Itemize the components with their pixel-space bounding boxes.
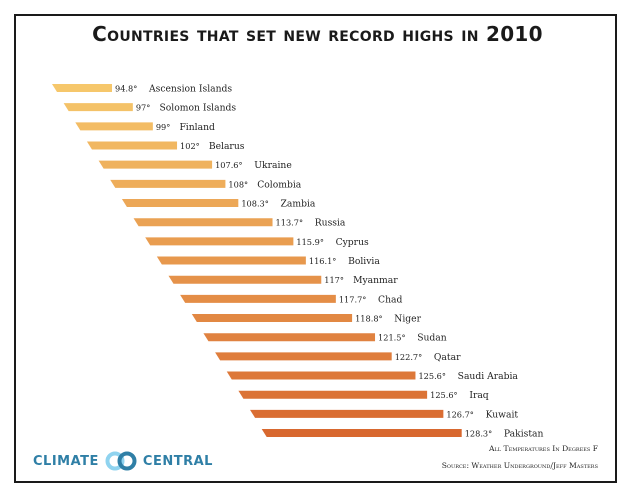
logo-text-right: CENTRAL (142, 453, 213, 469)
value-label: 107.6° (215, 160, 243, 170)
category-label: Bolivia (348, 256, 380, 267)
value-label: 115.9° (296, 237, 324, 247)
bar-ascension-islands (52, 84, 112, 92)
bar-iraq (238, 390, 428, 399)
value-label: 108° (228, 179, 248, 189)
value-label: 113.7° (276, 218, 304, 228)
category-label: Pakistan (504, 429, 544, 440)
category-label: Niger (394, 314, 421, 325)
chart-frame (14, 14, 617, 483)
category-label: Russia (315, 218, 346, 229)
bar-solomon-islands (63, 103, 133, 112)
category-label: Qatar (434, 352, 461, 363)
climate-central-rings-icon (105, 451, 137, 471)
bar-pakistan (261, 429, 462, 438)
category-label: Belarus (209, 141, 245, 152)
value-label: 117° (324, 275, 344, 285)
bar-kuwait (250, 409, 444, 418)
value-label: 126.7° (446, 409, 474, 419)
climate-central-logo: CLIMATE CENTRAL (33, 451, 213, 471)
category-label: Colombia (257, 179, 302, 190)
value-label: 108.3° (241, 199, 269, 209)
chart-title: Countries that set new record highs in 2… (92, 22, 543, 46)
category-label: Cyprus (336, 237, 369, 248)
units-note: All Temperatures In Degrees F (489, 444, 598, 453)
bar-russia (133, 218, 273, 227)
value-label: 94.8° (115, 84, 137, 94)
value-label: 121.5° (378, 333, 406, 343)
value-label: 116.1° (309, 256, 337, 266)
bar-chad (180, 294, 336, 303)
bar-belarus (86, 141, 178, 150)
bar-niger (191, 314, 353, 323)
source-note: Source: Weather Underground/Jeff Masters (441, 461, 598, 470)
value-label: 125.6° (430, 390, 458, 400)
category-label: Iraq (469, 390, 488, 401)
value-label: 128.3° (465, 429, 493, 439)
value-label: 125.6° (418, 371, 446, 381)
category-label: Saudi Arabia (458, 371, 519, 382)
value-label: 102° (180, 141, 200, 151)
category-label: Kuwait (486, 409, 519, 420)
value-label: 118.8° (355, 314, 383, 324)
bar-ukraine (98, 160, 213, 169)
bar-sudan (203, 333, 376, 342)
bar-zambia (121, 199, 239, 208)
bar-cyprus (145, 237, 294, 246)
category-label: Chad (378, 294, 402, 305)
category-label: Finland (179, 122, 215, 133)
category-label: Sudan (417, 333, 447, 344)
category-label: Zambia (281, 199, 316, 210)
bar-colombia (110, 179, 226, 188)
category-label: Ukraine (254, 160, 291, 171)
bar-finland (75, 122, 153, 131)
category-label: Solomon Islands (159, 103, 236, 114)
value-label: 117.7° (339, 294, 367, 304)
category-label: Myanmar (353, 275, 398, 286)
value-label: 97° (136, 103, 151, 113)
bar-bolivia (156, 256, 306, 265)
category-label: Ascension Islands (148, 84, 232, 95)
bar-qatar (215, 352, 392, 361)
value-label: 122.7° (395, 352, 423, 362)
value-label: 99° (156, 122, 171, 132)
logo-text-left: CLIMATE (33, 453, 99, 469)
bar-saudi-arabia (226, 371, 416, 380)
bar-myanmar (168, 275, 322, 284)
